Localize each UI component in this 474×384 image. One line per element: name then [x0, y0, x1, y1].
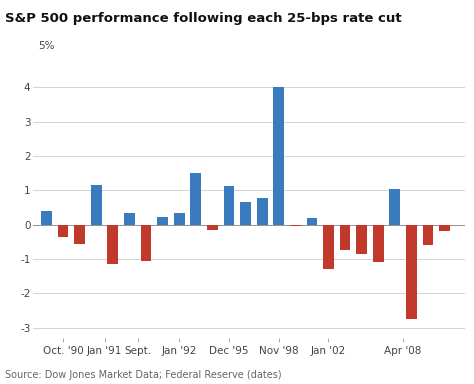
Bar: [224, 186, 234, 225]
Bar: [439, 225, 450, 231]
Bar: [323, 225, 334, 269]
Bar: [157, 217, 168, 225]
Bar: [207, 225, 218, 230]
Bar: [58, 225, 68, 237]
Bar: [91, 185, 101, 225]
Text: S&P 500 performance following each 25-bps rate cut: S&P 500 performance following each 25-bp…: [5, 12, 401, 25]
Bar: [340, 225, 350, 250]
Bar: [257, 198, 267, 225]
Bar: [174, 213, 184, 225]
Bar: [390, 189, 400, 225]
Bar: [356, 225, 367, 254]
Bar: [74, 225, 85, 243]
Bar: [307, 218, 317, 225]
Bar: [290, 225, 301, 226]
Bar: [240, 202, 251, 225]
Bar: [108, 225, 118, 264]
Bar: [41, 211, 52, 225]
Text: 5%: 5%: [38, 41, 55, 51]
Bar: [406, 225, 417, 319]
Bar: [141, 225, 151, 261]
Bar: [373, 225, 383, 262]
Bar: [124, 213, 135, 225]
Text: Source: Dow Jones Market Data; Federal Reserve (dates): Source: Dow Jones Market Data; Federal R…: [5, 370, 282, 380]
Bar: [423, 225, 433, 245]
Bar: [191, 173, 201, 225]
Bar: [273, 87, 284, 225]
